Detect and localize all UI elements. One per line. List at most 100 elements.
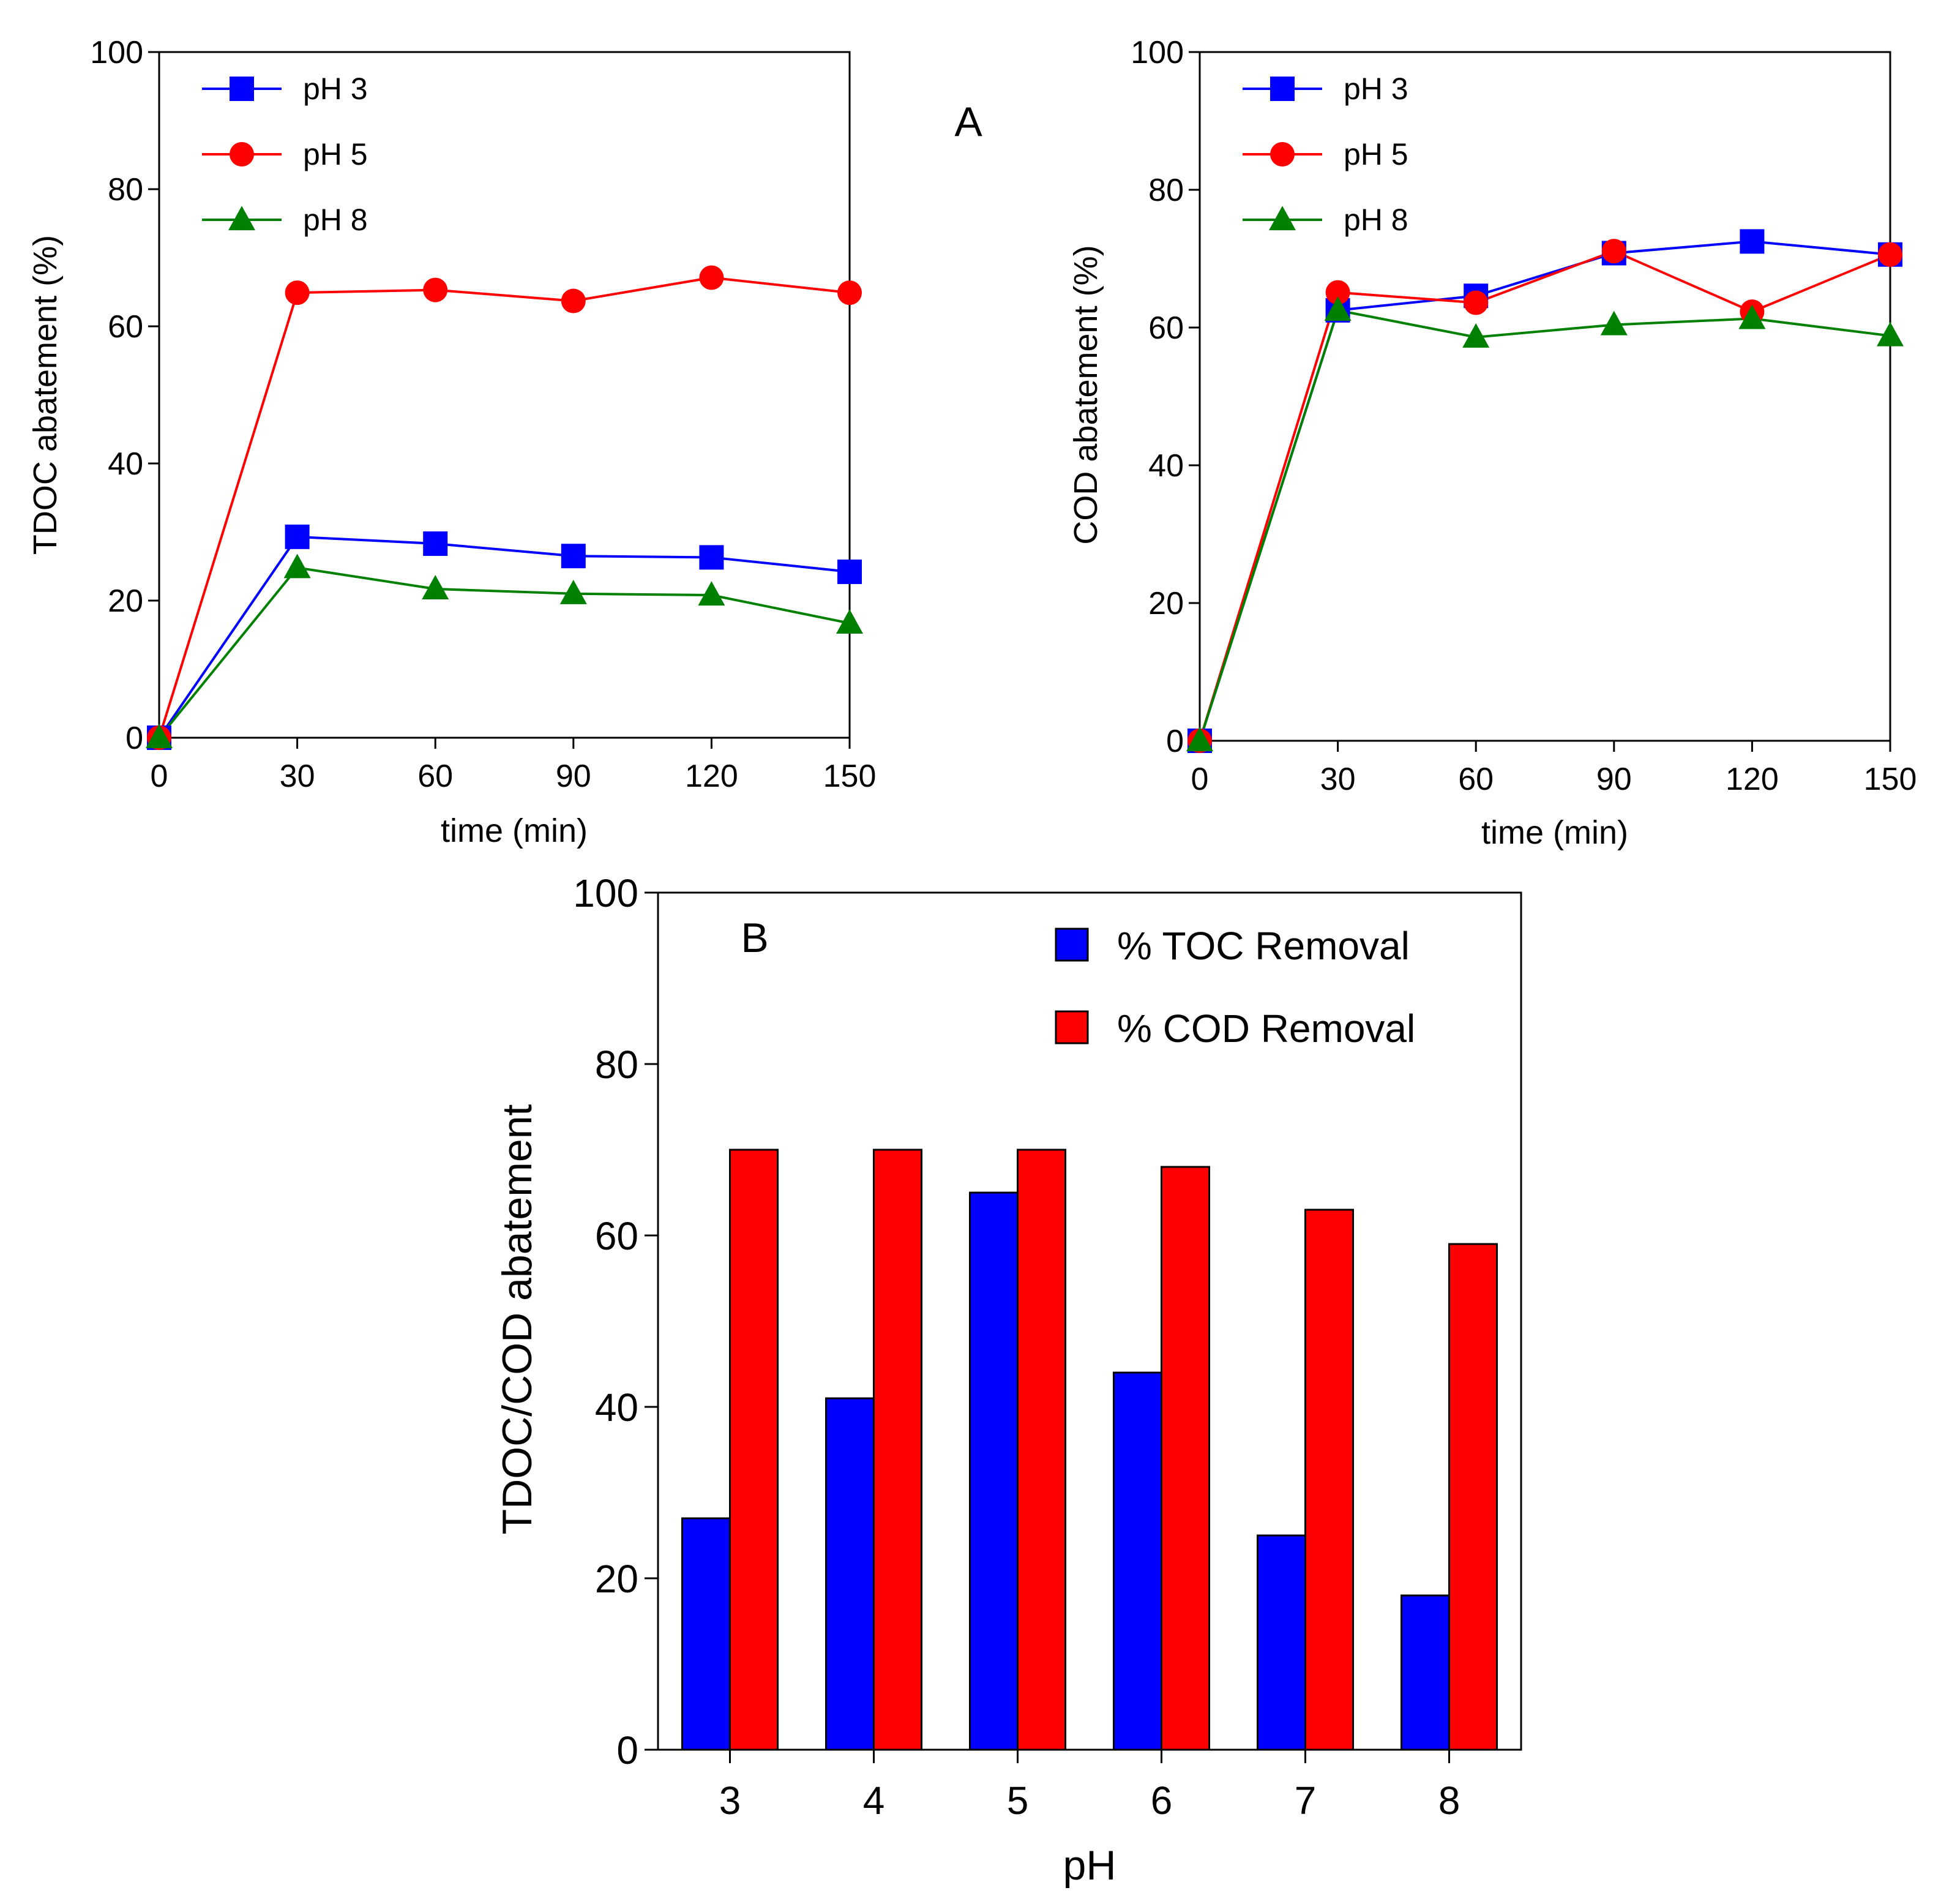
y-tick-label: 80 xyxy=(1148,173,1184,208)
data-point-ph-8 xyxy=(1877,321,1904,347)
data-point-ph-8 xyxy=(1462,323,1490,348)
legend-label-ph-3: pH 3 xyxy=(303,72,368,106)
data-point-ph-8 xyxy=(422,575,449,600)
bar-cod-removal-ph-5 xyxy=(1017,1149,1066,1751)
series-line-ph-8 xyxy=(1199,309,1891,741)
data-point-ph-5 xyxy=(1464,290,1489,315)
plot-frame xyxy=(158,51,851,739)
legend-label-ph-8: pH 8 xyxy=(1344,203,1408,237)
legend: pH 3 pH 5 pH 8 xyxy=(202,72,368,237)
legend-label-cod-removal: % COD Removal xyxy=(1117,1006,1415,1051)
bar-cod-removal-ph-6 xyxy=(1161,1166,1210,1751)
legend-swatch-cod-removal xyxy=(1055,1010,1089,1044)
data-point-ph-5 xyxy=(561,288,586,313)
x-tick-label: 60 xyxy=(1458,762,1494,797)
y-tick-label: 80 xyxy=(108,172,143,208)
data-point-ph-8 xyxy=(146,724,173,749)
y-tick-label: 40 xyxy=(1148,448,1184,484)
data-point-ph-3 xyxy=(423,531,448,557)
x-tick-label: 0 xyxy=(1191,762,1209,797)
y-axis-label: TDOC/COD abatement xyxy=(494,1104,540,1534)
data-point-ph-3 xyxy=(285,524,310,549)
x-tick-label: 3 xyxy=(719,1778,741,1823)
y-axis-label: TDOC abatement (%) xyxy=(27,235,64,555)
legend-marker-ph-3 xyxy=(1270,77,1295,101)
x-axis-label: time (min) xyxy=(441,812,588,849)
legend-marker-ph-8 xyxy=(1269,206,1296,231)
legend-label-toc-removal: % TOC Removal xyxy=(1117,924,1410,968)
bar-toc-removal-ph-3 xyxy=(681,1517,731,1751)
y-tick-label: 20 xyxy=(108,583,143,619)
series-line-ph-5 xyxy=(158,276,850,738)
y-tick-label: 0 xyxy=(125,721,143,756)
y-tick-label: 60 xyxy=(108,309,143,345)
bar-toc-removal-ph-8 xyxy=(1401,1594,1450,1751)
y-tick-label: 60 xyxy=(595,1214,638,1258)
x-tick-label: 150 xyxy=(823,759,877,794)
x-tick-label: 4 xyxy=(863,1778,885,1823)
plot-frame xyxy=(657,891,1522,1751)
data-point-ph-8 xyxy=(559,580,587,604)
y-tick-label: 0 xyxy=(616,1728,638,1772)
data-point-ph-5 xyxy=(699,265,724,290)
data-point-ph-3 xyxy=(699,545,724,570)
data-point-ph-3 xyxy=(837,559,862,584)
x-tick-label: 30 xyxy=(1320,762,1356,797)
data-point-ph-8 xyxy=(1738,304,1766,329)
series-line-ph-3 xyxy=(1199,240,1891,741)
legend: pH 3 pH 5 pH 8 xyxy=(1243,72,1408,237)
legend-swatch-toc-removal xyxy=(1055,928,1089,962)
legend-label-ph-8: pH 8 xyxy=(303,203,368,237)
x-tick-label: 7 xyxy=(1295,1778,1317,1823)
data-point-ph-5 xyxy=(1325,280,1350,305)
ph-bar-chart: 0 20 40 60 80 100 3 4 5 6 7 8 B pH TDOC/COD abateme… xyxy=(494,871,1522,1889)
bar-cod-removal-ph-3 xyxy=(729,1149,779,1751)
data-point-ph-5 xyxy=(837,280,862,305)
x-tick-label: 8 xyxy=(1438,1778,1460,1823)
bar-toc-removal-ph-7 xyxy=(1257,1534,1306,1751)
bar-cod-removal-ph-8 xyxy=(1448,1243,1498,1751)
data-point-ph-5 xyxy=(1601,239,1626,264)
y-tick-label: 40 xyxy=(595,1385,638,1430)
x-tick-label: 120 xyxy=(685,759,738,794)
x-axis-label: pH xyxy=(1063,1842,1116,1889)
tdoc-line-chart: 0 20 40 60 80 100 0 30 60 90 120 150 A time (min) T… xyxy=(27,35,982,849)
panel-label-a: A xyxy=(954,99,982,145)
y-tick-label: 20 xyxy=(1148,586,1184,621)
y-axis-label: COD abatement (%) xyxy=(1068,245,1104,544)
x-tick-label: 6 xyxy=(1151,1778,1173,1823)
series-line-ph-8 xyxy=(158,566,850,739)
y-tick-label: 100 xyxy=(573,871,638,915)
legend: % TOC Removal % COD Removal xyxy=(1055,924,1415,1051)
x-tick-label: 60 xyxy=(417,759,453,794)
data-point-ph-8 xyxy=(1186,727,1213,752)
y-tick-label: 60 xyxy=(1148,310,1184,346)
cod-line-chart: 0 20 40 60 80 100 0 30 60 90 120 150 time (min) COD… xyxy=(1068,35,1917,851)
data-point-ph-8 xyxy=(283,553,311,579)
legend-marker-ph-8 xyxy=(228,206,255,231)
panel-label-b: B xyxy=(741,915,768,961)
data-point-ph-3 xyxy=(561,544,586,569)
x-tick-label: 120 xyxy=(1726,762,1779,797)
bar-toc-removal-ph-5 xyxy=(969,1191,1019,1751)
y-tick-label: 100 xyxy=(90,35,143,70)
x-tick-label: 90 xyxy=(556,759,591,794)
x-tick-label: 0 xyxy=(151,759,168,794)
legend-label-ph-5: pH 5 xyxy=(1344,137,1408,171)
y-tick-label: 100 xyxy=(1131,35,1184,70)
plot-frame xyxy=(1199,51,1891,742)
data-point-ph-8 xyxy=(1600,310,1628,335)
series-line-ph-3 xyxy=(158,535,850,739)
data-point-ph-5 xyxy=(423,277,448,302)
y-tick-label: 80 xyxy=(595,1043,638,1087)
data-point-ph-8 xyxy=(1324,296,1352,321)
bar-cod-removal-ph-4 xyxy=(873,1149,922,1751)
data-point-ph-5 xyxy=(285,280,310,305)
x-tick-label: 90 xyxy=(1596,762,1632,797)
legend-marker-ph-5 xyxy=(230,142,254,167)
bar-toc-removal-ph-4 xyxy=(825,1397,875,1751)
data-point-ph-8 xyxy=(836,609,863,634)
legend-marker-ph-5 xyxy=(1270,142,1295,167)
legend-label-ph-5: pH 5 xyxy=(303,137,368,171)
